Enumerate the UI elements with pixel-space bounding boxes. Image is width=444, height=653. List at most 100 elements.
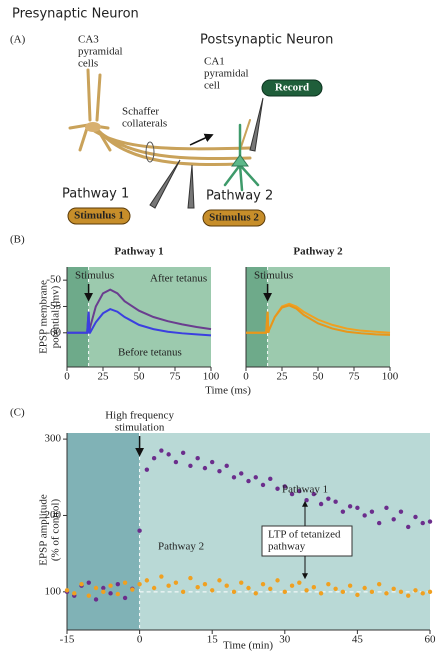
- y-tick-label: 300: [45, 433, 62, 445]
- data-point: [173, 459, 179, 465]
- data-point: [86, 593, 91, 598]
- data-point: [289, 583, 295, 588]
- data-point: [144, 467, 150, 472]
- x-tick-label: 75: [170, 371, 182, 383]
- pathway-label: Pathway 2: [206, 189, 273, 204]
- data-point: [289, 491, 295, 497]
- data-point: [398, 509, 404, 514]
- y-tick-label: 100: [45, 585, 62, 597]
- x-tick-label: 75: [349, 371, 361, 383]
- data-point: [253, 591, 258, 596]
- data-point: [224, 583, 229, 588]
- data-point: [180, 589, 186, 595]
- data-point: [391, 517, 396, 522]
- data-point: [210, 588, 215, 593]
- data-point: [427, 519, 433, 524]
- data-point: [122, 580, 128, 585]
- data-point: [376, 520, 382, 526]
- data-point: [188, 463, 193, 469]
- x-tick-label: 100: [382, 371, 399, 383]
- x-tick-label: 0: [243, 371, 249, 383]
- x-tick-label: 0: [64, 371, 70, 383]
- y-tick-label: -60: [46, 326, 61, 338]
- data-point: [282, 589, 287, 595]
- pre-stimulus-shade: [246, 267, 268, 367]
- data-point: [369, 589, 375, 595]
- plot-background: [246, 267, 390, 367]
- ltp-box: [261, 525, 353, 557]
- x-tick-label: 0: [137, 634, 143, 646]
- data-point: [297, 488, 302, 494]
- data-point: [180, 450, 186, 456]
- panel-label: (C): [10, 407, 25, 419]
- ca3-label: pyramidal: [78, 46, 123, 58]
- data-point: [362, 513, 367, 518]
- data-point: [304, 497, 309, 503]
- series-line: [67, 308, 212, 337]
- annotation: Stimulus: [254, 270, 293, 282]
- x-axis-label: Time (ms): [205, 385, 251, 397]
- data-point: [202, 465, 208, 471]
- data-point: [101, 589, 106, 595]
- data-point: [195, 455, 200, 461]
- ca1-label: cell: [204, 80, 220, 92]
- data-point: [420, 591, 425, 596]
- data-point: [282, 484, 287, 489]
- data-point: [260, 581, 266, 587]
- data-point: [275, 486, 280, 491]
- stimulus-label: Stimulus 2: [209, 212, 259, 224]
- x-tick-label: 15: [207, 634, 219, 646]
- data-point: [406, 524, 411, 530]
- data-point: [347, 504, 353, 509]
- stimulus-electrode: [149, 159, 181, 209]
- pre-stimulus-shade: [67, 433, 140, 630]
- data-point: [151, 585, 157, 591]
- data-point: [202, 581, 208, 587]
- y-axis-label: EPSP amplitude: [38, 494, 50, 566]
- plot-background: [67, 267, 211, 367]
- data-point: [115, 591, 121, 597]
- data-point: [93, 585, 99, 591]
- data-point: [318, 591, 324, 596]
- y-axis-label: (% of control): [50, 499, 62, 562]
- data-point: [79, 581, 84, 587]
- data-point: [217, 468, 222, 474]
- data-point: [311, 491, 317, 497]
- data-point: [231, 589, 237, 595]
- data-point: [311, 585, 317, 590]
- ca3-soma: [85, 122, 101, 132]
- y-axis-label: EPSP membrane: [38, 280, 50, 354]
- data-point: [166, 452, 171, 457]
- stimulus-label: Stimulus 1: [74, 210, 124, 222]
- data-point: [333, 499, 338, 504]
- panel-label: (A): [10, 34, 26, 46]
- annotation: stimulation: [115, 422, 165, 434]
- y-axis-label: potential (mv): [50, 285, 62, 348]
- x-tick-label: 45: [352, 634, 364, 646]
- data-point: [101, 585, 106, 591]
- stimulus-box: [67, 207, 131, 225]
- data-point: [231, 475, 237, 480]
- cut-mark: [145, 141, 155, 163]
- x-axis-label: Time (min): [223, 640, 273, 652]
- schaffer-label: collaterals: [122, 118, 167, 130]
- pre-stimulus-shade: [67, 267, 89, 367]
- record-label: Record: [275, 82, 309, 94]
- data-point: [260, 482, 266, 488]
- presynaptic-label: Presynaptic Neuron: [12, 7, 139, 22]
- data-point: [369, 509, 375, 514]
- y-tick-label: -55: [46, 300, 61, 312]
- data-point: [420, 520, 425, 526]
- data-point: [340, 589, 346, 595]
- x-tick-label: 50: [134, 371, 146, 383]
- ca1-soma: [231, 154, 249, 167]
- chart-title: Pathway 1: [114, 246, 163, 258]
- chart-title: Pathway 2: [293, 246, 343, 258]
- data-point: [239, 471, 244, 476]
- direction-arrow: [189, 133, 214, 146]
- annotation: High frequency: [105, 410, 174, 422]
- data-point: [268, 586, 273, 591]
- record-electrode: [249, 97, 264, 152]
- data-point: [391, 586, 396, 591]
- x-tick-label: 25: [98, 371, 110, 383]
